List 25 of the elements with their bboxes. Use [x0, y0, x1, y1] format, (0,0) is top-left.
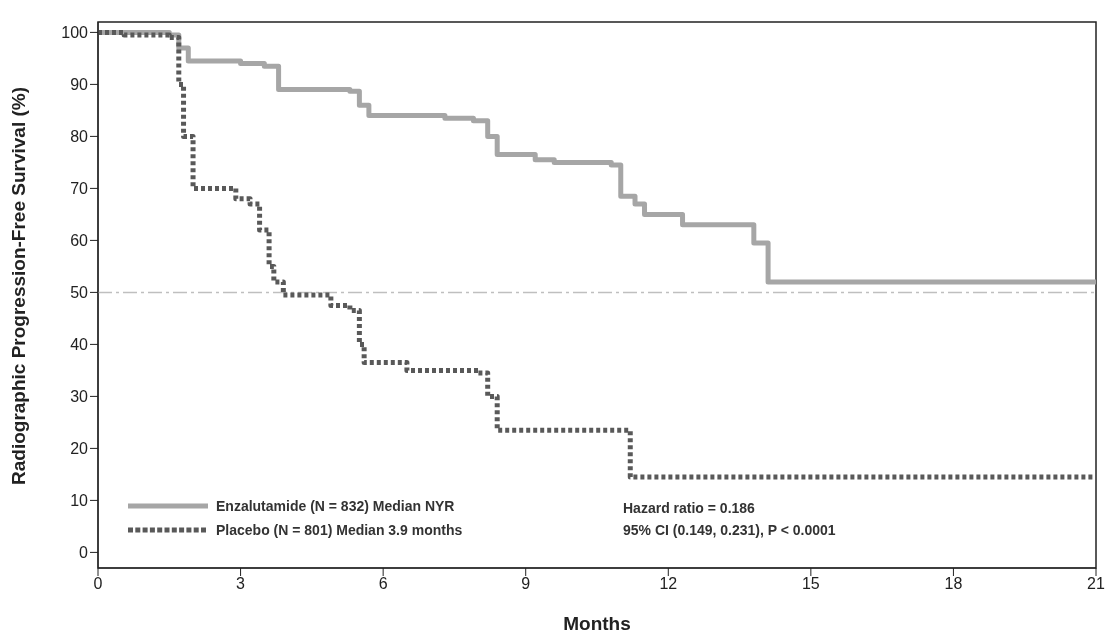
- x-tick-label: 6: [378, 575, 388, 593]
- x-axis-title: Months: [563, 613, 631, 634]
- y-tick-label: 20: [70, 440, 89, 458]
- y-tick-label: 100: [61, 24, 89, 42]
- y-tick-label: 0: [79, 544, 89, 562]
- y-tick-label: 50: [70, 284, 89, 302]
- legend-label: Enzalutamide (N = 832) Median NYR: [216, 498, 455, 514]
- y-tick-label: 90: [70, 76, 89, 94]
- x-tick-label: 21: [1087, 575, 1105, 593]
- y-axis-title: Radiographic Progression-Free Survival (%): [7, 86, 29, 485]
- y-tick-label: 80: [70, 128, 89, 146]
- annotation: Hazard ratio = 0.186: [623, 500, 756, 516]
- x-tick-label: 3: [236, 575, 246, 593]
- x-tick-label: 15: [801, 575, 820, 593]
- x-tick-label: 18: [944, 575, 963, 593]
- annotation: 95% CI (0.149, 0.231), P < 0.0001: [623, 522, 836, 538]
- y-tick-label: 70: [70, 180, 89, 198]
- legend-label: Placebo (N = 801) Median 3.9 months: [216, 522, 463, 538]
- y-tick-label: 40: [70, 336, 89, 354]
- x-tick-label: 0: [93, 575, 103, 593]
- x-tick-label: 12: [659, 575, 678, 593]
- y-tick-label: 10: [70, 492, 89, 510]
- y-tick-label: 30: [70, 388, 89, 406]
- y-tick-label: 60: [70, 232, 89, 250]
- x-tick-label: 9: [521, 575, 531, 593]
